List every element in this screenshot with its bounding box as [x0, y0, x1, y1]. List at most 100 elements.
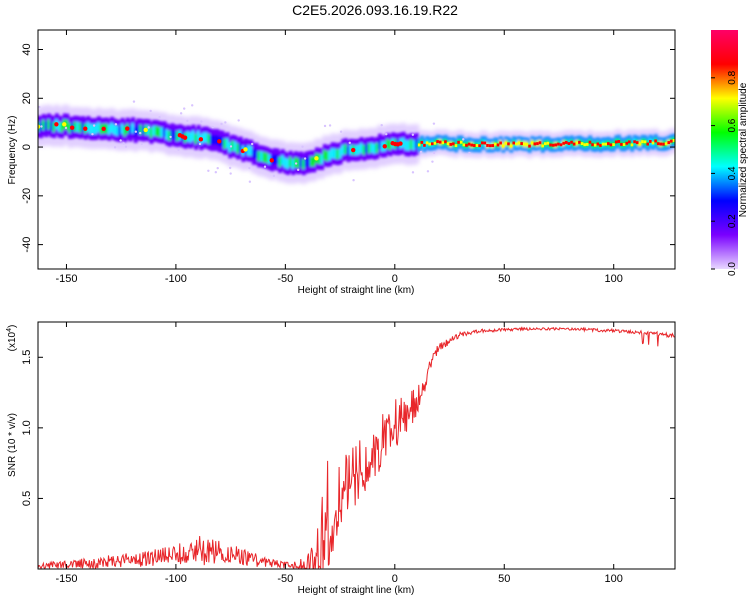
heatmap-cell — [354, 145, 359, 156]
heatmap-cell — [504, 141, 508, 145]
heatmap-cell — [333, 148, 338, 159]
heatmap-cell — [118, 126, 122, 136]
colorbar-tick-label: 0.0 — [727, 262, 738, 276]
heatmap-cell — [131, 123, 135, 134]
heatmap-cell — [44, 121, 49, 132]
heatmap-cell — [578, 140, 581, 144]
heatmap-cell — [97, 122, 101, 133]
heatmap-cell — [120, 123, 125, 134]
heatmap-speck — [132, 100, 136, 103]
heatmap-speck — [431, 160, 434, 163]
snr-x-ticks: -150 -100 -50 0 50 100 — [55, 322, 623, 585]
heatmap-speck — [40, 125, 43, 128]
heatmap-cell — [388, 140, 393, 151]
heatmap-speck — [229, 172, 232, 175]
heatmap-cell — [189, 132, 193, 143]
heatmap-speck — [91, 132, 94, 136]
heatmap-cell — [670, 139, 673, 143]
heatmap-cell — [225, 138, 230, 149]
heatmap-cell — [344, 144, 348, 155]
heatmap-cell — [559, 143, 563, 147]
heatmap-cell — [625, 141, 629, 145]
heatmap-speck — [385, 132, 388, 136]
heatmap-cell — [317, 154, 322, 164]
heatmap-cell — [525, 142, 529, 146]
heatmap-cell — [407, 140, 411, 151]
heatmap-cell — [449, 142, 453, 146]
spectrogram-x-label: Height of straight line (km) — [298, 285, 415, 296]
heatmap-speck — [294, 162, 298, 165]
heatmap-cell — [549, 143, 552, 147]
spectrogram-x-ticks: -150 -100 -50 0 50 100 — [55, 30, 623, 285]
heatmap-cell — [614, 140, 618, 144]
heatmap-speck — [183, 107, 186, 110]
heatmap-cell — [538, 141, 542, 145]
heatmap-cell — [454, 144, 458, 148]
heatmap-speck — [263, 165, 267, 168]
heatmap-cell — [299, 157, 303, 168]
heatmap-peak — [382, 144, 387, 149]
heatmap-cell — [249, 145, 253, 156]
colorbar-tick-label: 0.8 — [727, 70, 738, 84]
heatmap-cell — [157, 126, 162, 137]
heatmap-cell — [386, 139, 390, 149]
heatmap-speck — [301, 145, 304, 148]
heatmap-cell — [480, 141, 484, 145]
heatmap-peak — [198, 137, 204, 142]
heatmap-cell — [76, 122, 80, 132]
heatmap-cell — [273, 154, 277, 165]
heatmap-cell — [562, 141, 565, 145]
heatmap-cell — [638, 142, 642, 146]
heatmap-cell — [341, 145, 345, 156]
heatmap-speck — [122, 142, 125, 145]
y-tick-label: 1.5 — [21, 350, 33, 365]
heatmap-speck — [207, 169, 210, 172]
heatmap-cell — [428, 142, 431, 146]
heatmap-cell — [152, 125, 156, 136]
heatmap-speck — [38, 105, 41, 109]
heatmap-speck — [124, 145, 128, 148]
heatmap-cell — [591, 143, 594, 147]
figure-title: C2E5.2026.093.16.19.R22 — [292, 2, 458, 18]
heatmap-cell — [564, 141, 568, 144]
heatmap-cell — [593, 143, 597, 147]
heatmap-cell — [115, 125, 120, 136]
heatmap-cell — [147, 125, 151, 136]
heatmap-cell — [654, 139, 657, 143]
x-tick-label: -150 — [55, 273, 77, 285]
heatmap-peak — [125, 126, 130, 131]
heatmap-cell — [370, 142, 374, 153]
heatmap-cell — [86, 122, 91, 132]
x-tick-label: 0 — [392, 573, 398, 585]
heatmap-speck — [158, 115, 161, 119]
heatmap-peak — [269, 158, 274, 163]
spectrogram-panel: -150 -100 -50 0 50 100 -40 -20 0 20 40 Height of … — [7, 29, 676, 296]
heatmap-cell — [176, 131, 180, 141]
heatmap-cell — [42, 120, 46, 130]
heatmap-speck — [139, 131, 142, 135]
heatmap-cell — [601, 142, 605, 146]
heatmap-cell — [467, 142, 471, 146]
snr-multiplier: (x104) — [6, 325, 18, 352]
x-tick-label: -100 — [165, 573, 187, 585]
heatmap-cell — [622, 143, 626, 147]
heatmap-cell — [541, 144, 544, 148]
heatmap-cell — [572, 142, 576, 146]
heatmap-cell — [139, 124, 143, 135]
heatmap-cell — [404, 140, 408, 151]
heatmap-cell — [599, 143, 602, 147]
svg-text:(x104): (x104) — [6, 325, 18, 352]
heatmap-cell — [357, 144, 361, 155]
heatmap-cell — [359, 143, 364, 154]
heatmap-cell — [239, 142, 243, 153]
heatmap-cell — [628, 140, 631, 144]
heatmap-cell — [73, 121, 77, 132]
x-tick-label: -150 — [55, 573, 77, 585]
heatmap-cell — [509, 144, 513, 148]
heatmap-speck — [134, 130, 138, 133]
heatmap-cell — [204, 132, 209, 143]
heatmap-cell — [346, 146, 351, 157]
heatmap-cell — [155, 126, 159, 136]
heatmap-cell — [536, 142, 539, 146]
heatmap-cell — [478, 144, 481, 148]
